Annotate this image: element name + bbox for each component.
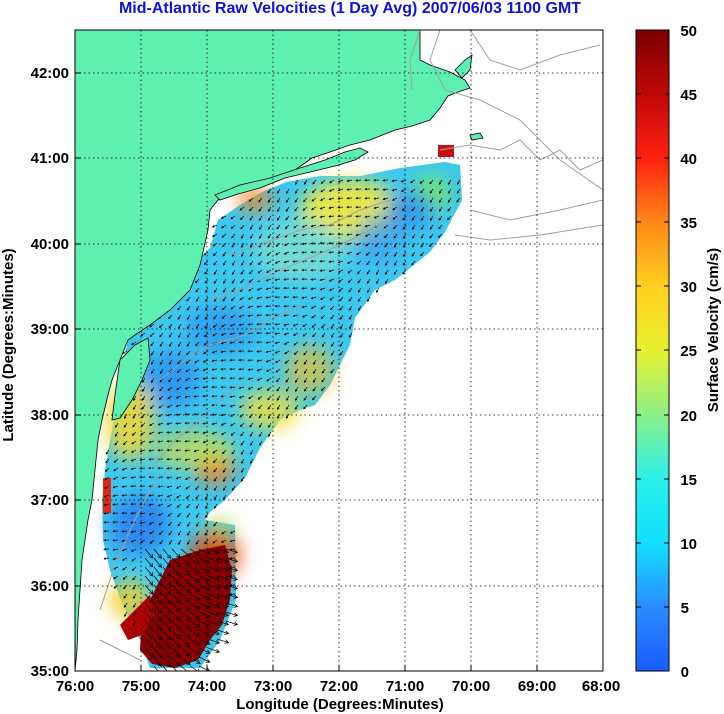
colorbar-tick-label: 30 [680, 279, 697, 296]
colorbar-tick-label: 35 [680, 215, 697, 232]
y-tick-label: 37:00 [31, 492, 69, 509]
colorbar-tick-label: 40 [680, 151, 697, 168]
land-delmarva [111, 337, 151, 421]
high-velocity-zone [140, 545, 232, 668]
grid-lines [75, 30, 603, 671]
colorbar-label: Surface Velocity (cm/s) [705, 248, 722, 412]
x-tick-label: 75:00 [122, 678, 160, 695]
y-axis-ticks: 42:00 41:00 40:00 39:00 38:00 37:00 36:0… [31, 65, 69, 680]
x-tick-label: 72:00 [320, 678, 358, 695]
colorbar-tick-label: 10 [680, 536, 697, 553]
bathymetry-contours [99, 30, 603, 661]
y-tick-label: 36:00 [31, 578, 69, 595]
colorbar-tick-label: 5 [681, 600, 689, 617]
x-tick-label: 68:00 [582, 678, 620, 695]
y-tick-label: 40:00 [31, 236, 69, 253]
land-long-island [214, 147, 369, 201]
x-tick-label: 70:00 [452, 678, 490, 695]
colorbar-tick-label: 15 [680, 472, 697, 489]
y-tick-label: 41:00 [31, 150, 69, 167]
colorbar-gradient [635, 29, 670, 672]
land-mass-mainland [75, 30, 471, 671]
map-title: Mid-Atlantic Raw Velocities (1 Day Avg) … [118, 0, 582, 17]
x-axis-ticks: 76:00 75:00 74:00 73:00 72:00 71:00 70:0… [56, 678, 620, 695]
y-tick-label: 38:00 [31, 407, 69, 424]
colorbar-tick-label: 25 [680, 343, 697, 360]
x-tick-label: 74:00 [188, 678, 226, 695]
y-tick-label: 35:00 [31, 663, 69, 680]
x-tick-label: 76:00 [56, 678, 94, 695]
y-tick-label: 39:00 [31, 321, 69, 338]
land [75, 30, 484, 671]
colorbar-tick-label: 50 [680, 23, 697, 40]
x-tick-label: 73:00 [254, 678, 292, 695]
x-tick-label: 71:00 [386, 678, 424, 695]
x-tick-label: 69:00 [518, 678, 556, 695]
colorbar: 50 45 40 35 30 25 20 15 10 5 0 Surface V… [635, 23, 722, 681]
x-axis-label: Longitude (Degrees:Minutes) [236, 696, 444, 713]
y-tick-label: 42:00 [31, 65, 69, 82]
y-axis-label: Latitude (Degrees:Minutes) [0, 248, 17, 441]
colorbar-tick-label: 0 [681, 664, 689, 681]
colorbar-tick-label: 20 [680, 408, 697, 425]
colorbar-tick-label: 45 [680, 87, 697, 104]
